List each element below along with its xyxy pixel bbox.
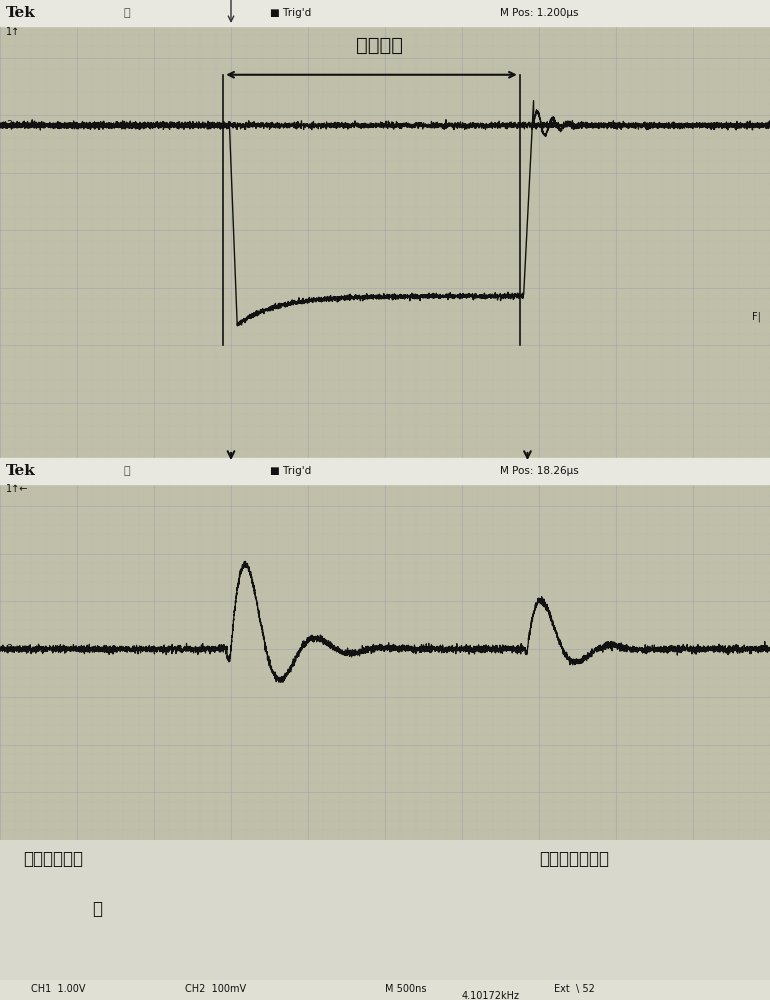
- Text: ■ Trig'd: ■ Trig'd: [270, 8, 311, 18]
- Text: CH2  5.00V: CH2 5.00V: [246, 472, 297, 481]
- Text: 1↑←: 1↑←: [6, 484, 28, 494]
- Text: 1↑: 1↑: [6, 27, 21, 37]
- Text: M 500ns: M 500ns: [385, 984, 427, 994]
- Text: 脉冲宽度: 脉冲宽度: [356, 36, 403, 55]
- Text: Tek: Tek: [6, 6, 36, 20]
- Text: Ext  \ 52: Ext \ 52: [554, 984, 595, 994]
- Text: ■ Trig'd: ■ Trig'd: [270, 466, 311, 476]
- Text: CH2  100mV: CH2 100mV: [185, 984, 246, 994]
- Text: 动: 动: [92, 900, 102, 918]
- Text: Tek: Tek: [6, 464, 36, 478]
- Text: Ext  \ 520: Ext \ 520: [654, 472, 698, 481]
- Text: ⎋: ⎋: [123, 8, 130, 18]
- Text: M Pos: 18.26μs: M Pos: 18.26μs: [500, 466, 579, 476]
- Text: M Pos: 1.200μs: M Pos: 1.200μs: [500, 8, 579, 18]
- Text: 下降沿产生振: 下降沿产生振: [23, 850, 83, 868]
- Bar: [0, 0, 770, 26]
- Text: 4.10172kHz: 4.10172kHz: [462, 991, 520, 1000]
- Text: 2•: 2•: [6, 120, 18, 130]
- Bar: [0, 458, 770, 484]
- Text: F|: F|: [752, 311, 761, 322]
- Text: CH1  1.00V: CH1 1.00V: [38, 472, 89, 481]
- Text: ⎋: ⎋: [123, 466, 130, 476]
- Text: CH1  1.00V: CH1 1.00V: [31, 984, 85, 994]
- Text: 上升沿产生振动: 上升沿产生振动: [539, 850, 609, 868]
- Text: 2•: 2•: [6, 644, 18, 654]
- Text: M 500ns: M 500ns: [424, 472, 462, 481]
- Bar: [0, 460, 770, 492]
